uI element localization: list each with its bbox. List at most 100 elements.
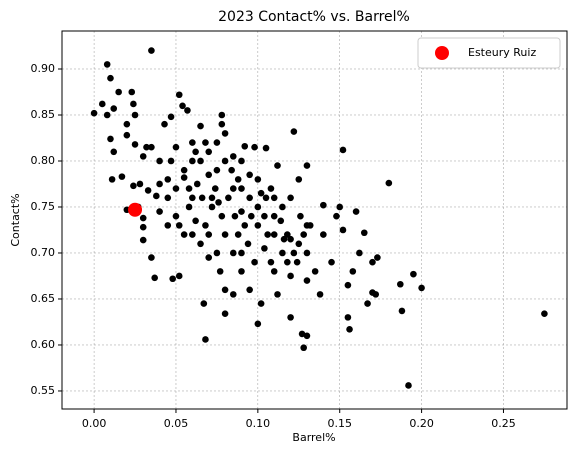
point [192,148,199,156]
point [216,268,224,275]
point [211,185,219,192]
point [208,203,216,211]
point [287,194,294,202]
point [189,231,196,238]
point [344,281,352,289]
point [148,143,155,151]
y-tick-label: 0.90 [31,62,56,75]
point [143,143,150,151]
point [197,122,204,130]
point [208,194,216,202]
point [136,180,144,188]
point [213,249,221,257]
point [339,226,347,234]
point [238,208,245,215]
y-tick-label: 0.70 [31,246,56,259]
point [197,240,204,248]
point [320,201,327,209]
point [200,300,208,307]
point [297,212,304,220]
point [205,254,213,261]
point [167,113,175,121]
point [279,203,286,211]
point [303,222,311,229]
point [247,212,255,220]
point [246,194,253,202]
point [107,135,114,143]
point [234,231,242,238]
point [175,272,183,280]
point [215,199,222,206]
point [107,74,114,82]
point [241,142,249,150]
point [197,157,204,165]
point [303,277,311,284]
point [311,268,319,275]
point [257,189,265,197]
point [221,231,229,238]
point [108,176,116,183]
point [293,258,301,266]
point [228,166,235,174]
x-axis-label: Barrel% [292,431,335,444]
point [205,148,213,156]
point [192,217,199,225]
point [344,314,352,321]
point [300,344,307,352]
point [128,202,143,217]
point [202,222,209,229]
point [270,212,278,220]
x-tick-label: 0.20 [409,417,434,430]
point [372,291,380,298]
point [303,162,311,169]
point [274,291,281,298]
point [374,254,381,261]
point [164,222,172,229]
point [185,203,193,211]
point [267,258,275,266]
point [156,157,163,165]
point [213,166,221,174]
point [254,176,262,183]
point [360,229,368,237]
point [251,258,258,266]
point [148,254,155,261]
y-axis-label: Contact% [9,193,22,246]
point [161,120,168,128]
point [270,231,278,238]
point [144,187,152,194]
x-tick-label: 0.05 [164,417,189,430]
point [356,249,363,257]
point [130,182,137,190]
point [110,148,118,156]
point [193,180,201,188]
point [189,139,196,146]
point [241,222,249,229]
point [418,284,425,292]
point [295,176,303,183]
point [277,217,285,225]
point [229,153,237,160]
point [184,107,191,114]
point [234,176,242,183]
point [229,291,237,298]
legend-box [417,37,561,69]
point [139,236,147,244]
point [202,139,209,146]
point [405,382,412,389]
point [189,194,196,202]
point [221,310,229,317]
point [270,268,278,275]
point [385,179,393,187]
point [238,249,245,257]
point [397,280,404,288]
point [274,162,281,169]
point [231,212,239,220]
point [541,310,548,317]
point [213,139,221,146]
point [110,105,118,112]
x-tick-label: 0.10 [246,417,271,430]
point [229,185,237,192]
point [118,173,126,180]
point [218,111,226,119]
